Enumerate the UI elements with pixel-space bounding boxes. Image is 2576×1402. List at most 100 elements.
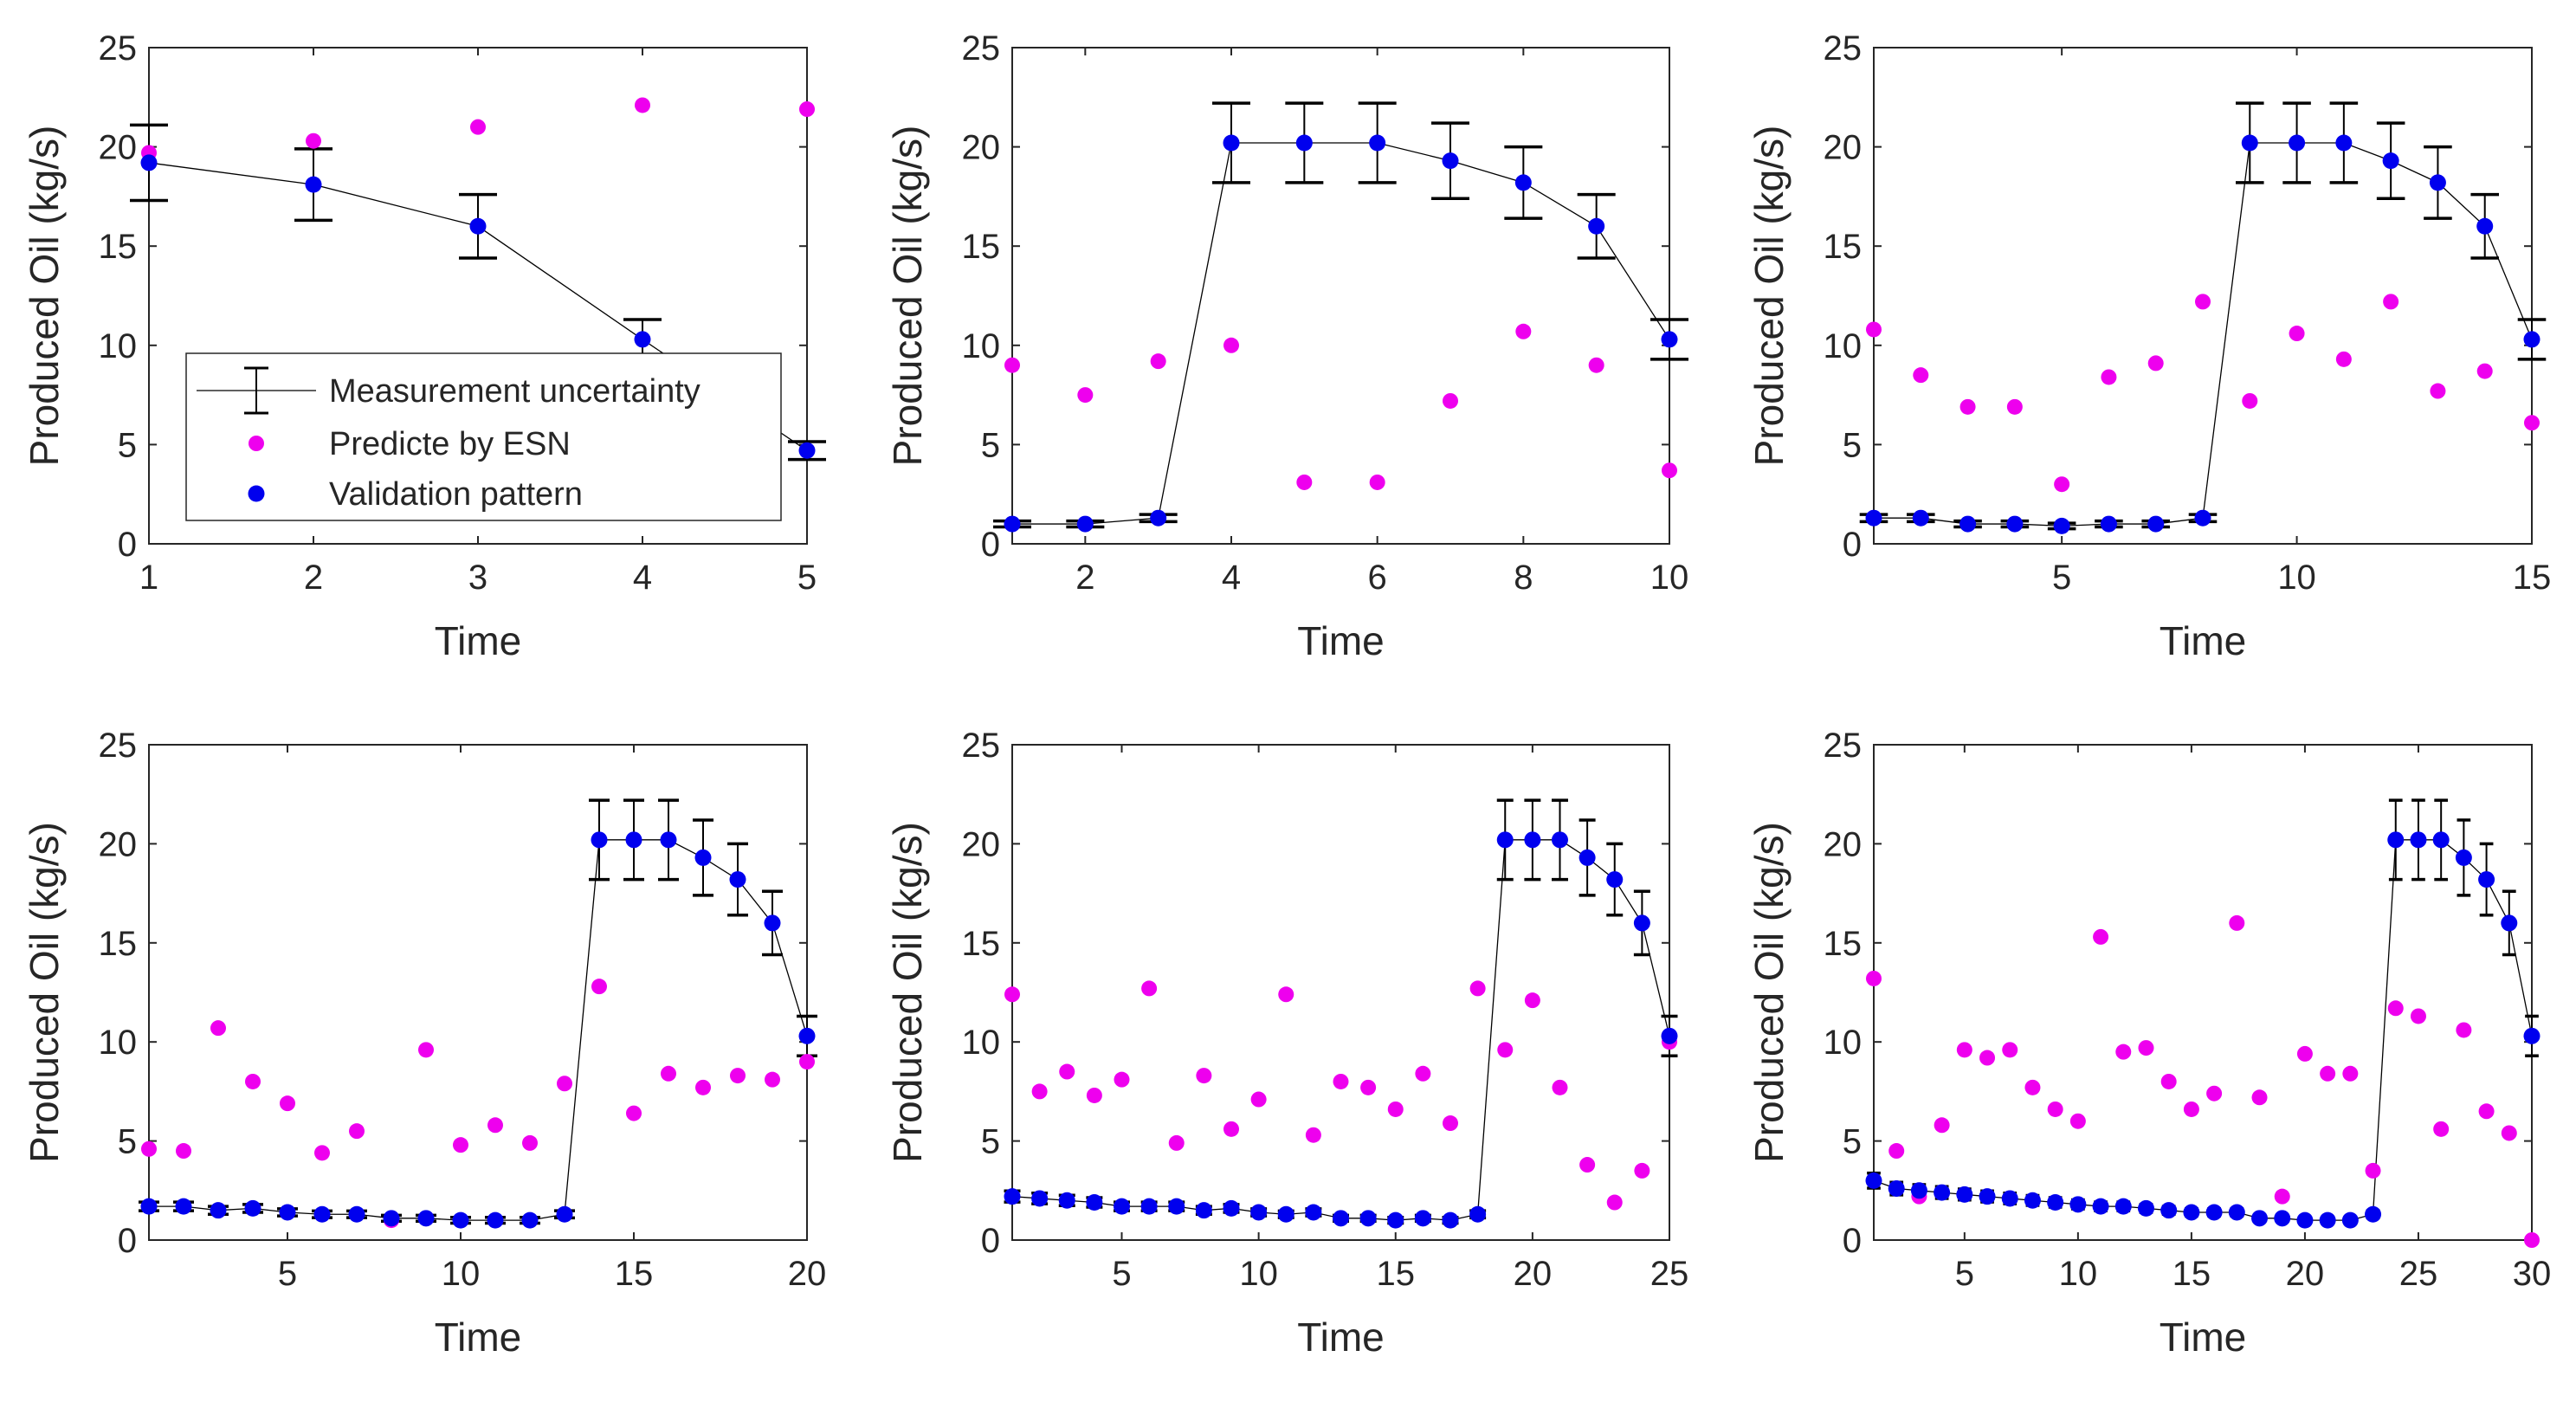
predicted-point — [1956, 1042, 1972, 1058]
validation-point — [1469, 1205, 1487, 1223]
predicted-point — [1662, 462, 1677, 479]
validation-point — [469, 217, 487, 235]
validation-point — [2523, 331, 2540, 348]
y-tick-label: 10 — [99, 327, 138, 365]
predicted-point — [2365, 1162, 2381, 1179]
predicted-point — [1250, 1091, 1267, 1108]
legend-validation-marker — [248, 485, 265, 502]
x-tick-label: 10 — [1650, 559, 1689, 597]
validation-point — [798, 442, 816, 459]
y-tick-label: 0 — [1843, 1222, 1862, 1260]
predicted-point — [418, 1042, 434, 1058]
x-tick-label: 5 — [2052, 559, 2071, 597]
y-axis-label: Produced Oil (kg/s) — [1746, 126, 1792, 467]
predicted-point — [2476, 363, 2493, 379]
y-tick-label: 25 — [99, 727, 138, 765]
predicted-point — [2289, 326, 2305, 342]
predicted-point — [470, 119, 486, 135]
predicted-point — [1634, 1162, 1650, 1179]
y-tick-label: 10 — [99, 1024, 138, 1062]
predicted-point — [2006, 398, 2023, 415]
predicted-point — [1031, 1083, 1048, 1100]
predicted-point — [1168, 1134, 1185, 1151]
x-tick-label: 15 — [2513, 559, 2552, 597]
x-axis-label: Time — [1297, 618, 1385, 663]
predicted-point — [522, 1134, 538, 1151]
validation-point — [1277, 1205, 1294, 1223]
validation-point — [1552, 831, 1568, 849]
predicted-point — [730, 1068, 746, 1084]
validation-point — [1387, 1211, 1404, 1229]
axes-box — [1873, 47, 2533, 545]
validation-point — [1086, 1194, 1103, 1211]
predicted-point — [1524, 992, 1540, 1009]
validation-point — [625, 831, 642, 849]
validation-point — [1369, 134, 1386, 152]
validation-point — [1004, 1188, 1021, 1205]
validation-point — [1140, 1198, 1158, 1215]
legend-entry-predicted: Predicte by ESN — [249, 426, 571, 462]
predicted-point — [557, 1076, 572, 1092]
validation-point — [634, 331, 651, 348]
validation-point — [521, 1211, 539, 1229]
validation-point — [1223, 1199, 1240, 1217]
predicted-point — [2335, 351, 2352, 367]
axes-box — [148, 744, 808, 1241]
x-tick-label: 6 — [1368, 559, 1387, 597]
predicted-point — [1278, 986, 1294, 1003]
validation-point — [2455, 849, 2472, 866]
predicted-point — [1150, 353, 1166, 370]
chart-panel-5: 5 10 15 20 25 0 5 10 15 20 25 Time Produced Oil (kg/… — [885, 727, 1688, 1360]
predicted-point — [453, 1137, 468, 1153]
validation-point — [313, 1205, 331, 1223]
validation-point — [1305, 1204, 1322, 1221]
validation-point — [305, 176, 322, 193]
validation-point — [1661, 1027, 1678, 1044]
x-tick-label: 2 — [304, 559, 323, 597]
y-tick-label: 10 — [1824, 1024, 1863, 1062]
y-axis-label: Produced Oil (kg/s) — [22, 822, 67, 1163]
predicted-point — [1223, 337, 1239, 353]
validation-point — [2114, 1198, 2132, 1215]
y-tick-label: 0 — [981, 1222, 1000, 1260]
y-tick-label: 5 — [118, 426, 137, 464]
validation-point — [1223, 134, 1240, 152]
validation-line — [1873, 839, 2533, 1221]
validation-point — [140, 1198, 158, 1215]
predicted-point — [799, 101, 815, 118]
predicted-point — [141, 1140, 157, 1157]
validation-point — [1633, 914, 1650, 932]
x-tick-label: 5 — [1112, 1255, 1131, 1293]
validation-point — [798, 1027, 816, 1044]
x-axis-label: Time — [1297, 1315, 1385, 1360]
chart-panel-3: 5 10 15 0 5 10 15 20 25 Time Produced Oil (kg/s) — [1746, 29, 2551, 663]
y-tick-label: 15 — [99, 228, 138, 266]
predicted-point — [2274, 1188, 2290, 1205]
validation-point — [1865, 1172, 1882, 1189]
x-tick-label: 4 — [1222, 559, 1241, 597]
axes-box — [1873, 744, 2533, 1241]
predicted-point — [2101, 369, 2117, 385]
predicted-point — [1497, 1042, 1514, 1058]
y-axis-label: Produced Oil (kg/s) — [22, 126, 67, 467]
predicted-point — [1443, 1115, 1458, 1132]
x-tick-label: 5 — [797, 559, 817, 597]
x-tick-label: 10 — [2277, 559, 2316, 597]
predicted-point — [1866, 321, 1882, 338]
predicted-point — [1223, 1121, 1239, 1137]
validation-line — [149, 839, 808, 1221]
y-axis-label: Produced Oil (kg/s) — [885, 126, 930, 467]
validation-point — [729, 871, 746, 888]
predicted-point — [2524, 415, 2540, 431]
predicted-point — [176, 1143, 191, 1160]
x-tick-label: 15 — [615, 1255, 654, 1293]
legend: Measurement uncertainty Predicte by ESN Va… — [185, 352, 782, 521]
y-tick-label: 5 — [1843, 1123, 1862, 1161]
predicted-point — [1415, 1065, 1431, 1082]
validation-line — [1874, 142, 2533, 527]
predicted-point — [2387, 1000, 2404, 1017]
predicted-point — [2195, 294, 2211, 310]
validation-point — [2241, 134, 2258, 152]
chart-panel-4: 5 10 15 20 0 5 10 15 20 25 Time Produced Oil (kg/s) — [22, 727, 826, 1360]
